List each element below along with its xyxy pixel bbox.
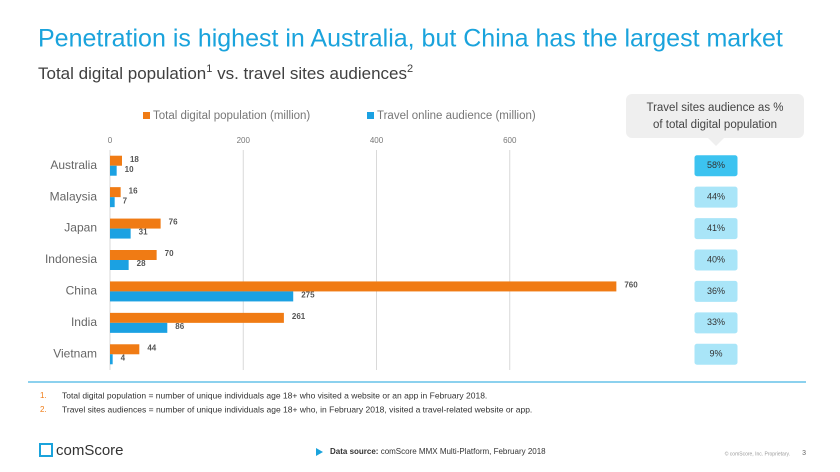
footnote-number: 1. (40, 391, 47, 400)
source-label: Data source: (330, 447, 378, 456)
source-text: comScore MMX Multi-Platform, February 20… (378, 447, 546, 456)
share-label: 36% (707, 286, 725, 296)
subtitle-sup: 2 (407, 63, 413, 75)
share-box (693, 279, 739, 303)
callout-text: of total digital population (653, 119, 777, 131)
share-box (693, 154, 739, 178)
data-label: 275 (301, 291, 315, 300)
data-label: 10 (125, 165, 134, 174)
bar (110, 291, 294, 302)
x-tick-label: 600 (503, 136, 517, 145)
footnote-text: Total digital population = number of uni… (62, 390, 487, 400)
copyright: © comScore, Inc. Proprietary. (725, 450, 790, 457)
category-label: Australia (50, 158, 97, 172)
data-label: 28 (137, 259, 146, 268)
bar (110, 281, 617, 292)
bar (110, 260, 129, 270)
category-label: Vietnam (53, 346, 97, 360)
subtitle-sup: 1 (206, 63, 212, 75)
share-label: 44% (707, 192, 725, 202)
data-label: 760 (624, 281, 638, 290)
bar (110, 344, 140, 355)
source-bullet (316, 448, 323, 456)
data-source: Data source: comScore MMX Multi-Platform… (330, 447, 546, 456)
x-tick-label: 200 (237, 136, 251, 145)
bar (110, 187, 121, 198)
slide-title: Penetration is highest in Australia, but… (38, 25, 783, 53)
bar (110, 322, 168, 333)
subtitle-text: vs. travel sites audiences (212, 64, 407, 83)
logo: comScore (56, 442, 124, 459)
data-label: 261 (292, 312, 306, 321)
bar (110, 228, 131, 239)
bar (110, 197, 115, 208)
bar (110, 354, 113, 365)
page-number: 3 (802, 450, 806, 457)
footnote-text: Travel sites audiences = number of uniqu… (62, 404, 532, 414)
callout-box (626, 94, 804, 138)
bar (110, 155, 122, 166)
legend-swatch (367, 112, 374, 119)
share-label: 40% (707, 254, 725, 264)
category-label: Indonesia (45, 252, 97, 266)
share-box (693, 311, 739, 335)
data-label: 31 (139, 228, 148, 237)
data-label: 44 (147, 343, 156, 352)
legend-label: Travel online audience (million) (377, 110, 536, 122)
footnote-number: 2. (40, 405, 47, 414)
category-label: India (71, 315, 97, 329)
share-label: 41% (707, 223, 725, 233)
bar (110, 218, 161, 229)
share-box (693, 217, 739, 241)
share-label: 58% (707, 160, 725, 170)
bar (110, 312, 284, 323)
legend-label: Total digital population (million) (153, 110, 310, 122)
bar (110, 165, 117, 176)
category-label: China (66, 284, 98, 298)
legend-swatch (143, 112, 150, 119)
callout-text: Travel sites audience as % (646, 102, 783, 114)
subtitle-text: Total digital population (38, 64, 206, 83)
share-label: 33% (707, 317, 725, 327)
data-label: 7 (123, 196, 128, 205)
callout-pointer (708, 138, 724, 146)
data-label: 4 (121, 353, 126, 362)
share-box (693, 185, 739, 209)
x-tick-label: 0 (108, 136, 113, 145)
data-label: 76 (169, 218, 178, 227)
share-box (693, 342, 739, 366)
slide-subtitle: Total digital population1 vs. travel sit… (38, 63, 413, 84)
logo-mark (39, 443, 53, 457)
data-label: 18 (130, 155, 139, 164)
x-tick-label: 400 (370, 136, 384, 145)
category-label: Japan (64, 221, 97, 235)
data-label: 86 (175, 322, 184, 331)
data-label: 16 (129, 186, 138, 195)
share-label: 9% (709, 349, 722, 359)
share-box (693, 248, 739, 272)
category-label: Malaysia (50, 189, 98, 203)
data-label: 70 (165, 249, 174, 258)
bar (110, 250, 157, 260)
